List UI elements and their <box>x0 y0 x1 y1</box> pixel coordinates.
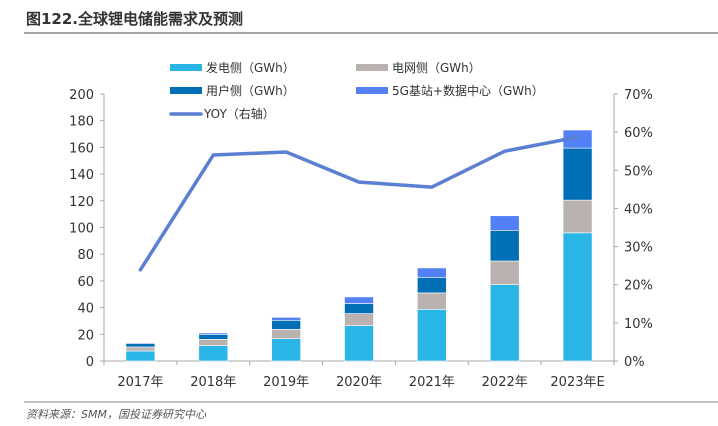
bar-segment-s1-0 <box>125 346 156 352</box>
bar-segment-s0-5 <box>489 284 520 362</box>
x-tick-label: 2018年 <box>190 375 236 390</box>
bar-segment-s1-6 <box>562 199 593 234</box>
y-tick-label: 60 <box>77 275 94 290</box>
y2-tick-label: 70% <box>624 88 653 103</box>
y-tick-label: 160 <box>69 141 94 156</box>
x-tick-label: 2021年 <box>409 375 455 390</box>
bar-segment-s0-0 <box>125 350 156 362</box>
legend-label-3: 5G基站+数据中心（GWh） <box>392 83 544 98</box>
bar-segment-s3-5 <box>489 215 520 232</box>
bar-segment-s0-4 <box>417 309 447 362</box>
legend-swatch-1 <box>356 64 388 71</box>
legend-swatch-3 <box>356 87 388 94</box>
bar-segment-s3-1 <box>198 332 229 336</box>
bar-segment-s2-5 <box>489 230 520 262</box>
legend-label-yoy: YOY（右轴） <box>203 106 275 121</box>
bar-segment-s1-4 <box>417 292 447 310</box>
y2-tick-label: 60% <box>624 126 653 141</box>
bar-segment-s0-3 <box>344 325 374 362</box>
y-tick-label: 140 <box>69 168 94 183</box>
y2-tick-label: 50% <box>624 164 653 179</box>
legend-swatch-2 <box>170 87 202 94</box>
y-tick-label: 20 <box>77 328 94 343</box>
y-tick-label: 100 <box>69 222 94 237</box>
y2-tick-label: 10% <box>624 317 653 332</box>
x-tick-label: 2019年 <box>263 375 309 390</box>
bar-segment-s1-3 <box>344 313 374 326</box>
y-tick-label: 200 <box>69 88 94 103</box>
y2-tick-label: 20% <box>624 279 653 294</box>
x-tick-label: 2017年 <box>117 375 163 390</box>
bar-segment-s3-4 <box>417 267 447 278</box>
y-tick-label: 180 <box>69 115 94 130</box>
bar-segment-s0-2 <box>271 338 301 362</box>
y2-tick-label: 30% <box>624 241 653 256</box>
y-tick-label: 0 <box>86 355 94 370</box>
bar-segment-s2-2 <box>271 319 301 330</box>
x-tick-label: 2023年E <box>550 375 604 390</box>
chart-title: 图122.全球锂电储能需求及预测 <box>26 10 243 28</box>
bar-segment-s1-5 <box>489 260 520 285</box>
bar-segment-s1-2 <box>271 329 301 340</box>
x-tick-label: 2022年 <box>482 375 528 390</box>
bar-segment-s0-1 <box>198 345 229 362</box>
bar-segment-s3-3 <box>344 296 374 304</box>
x-tick-label: 2020年 <box>336 375 382 390</box>
y2-tick-label: 40% <box>624 202 653 217</box>
y-tick-label: 40 <box>77 302 94 317</box>
y-tick-label: 120 <box>69 195 94 210</box>
bar-segment-s2-3 <box>344 303 374 314</box>
bar-segment-s3-0 <box>125 342 156 344</box>
bar-segment-s0-6 <box>562 232 593 362</box>
legend-label-0: 发电侧（GWh） <box>206 60 295 75</box>
bar-segment-s2-4 <box>417 277 447 294</box>
legend-label-2: 用户侧（GWh） <box>206 83 295 98</box>
legend-swatch-0 <box>170 64 202 71</box>
bar-segment-s1-1 <box>198 339 229 346</box>
bar-segment-s2-0 <box>125 343 156 348</box>
bar-segment-s2-1 <box>198 334 229 340</box>
y-tick-label: 80 <box>77 248 94 263</box>
y2-tick-label: 0% <box>624 355 645 370</box>
bar-segment-s2-6 <box>562 147 593 201</box>
bar-segment-s3-2 <box>271 317 301 321</box>
legend-label-1: 电网侧（GWh） <box>392 61 481 75</box>
source-note: 资料来源：SMM，国投证券研究中心 <box>26 408 207 421</box>
